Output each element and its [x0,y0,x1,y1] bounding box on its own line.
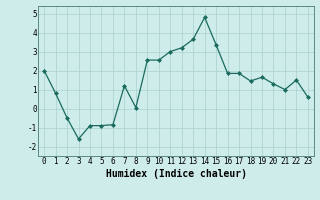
X-axis label: Humidex (Indice chaleur): Humidex (Indice chaleur) [106,169,246,179]
